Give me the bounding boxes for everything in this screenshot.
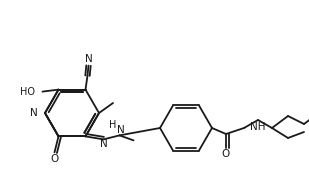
Text: N: N [30,108,38,118]
Text: N: N [99,139,107,149]
Text: N: N [116,125,125,135]
Text: NH: NH [250,122,265,132]
Text: H: H [109,120,116,130]
Text: O: O [222,149,230,159]
Text: N: N [85,54,92,64]
Text: O: O [50,154,59,164]
Text: HO: HO [19,87,35,97]
